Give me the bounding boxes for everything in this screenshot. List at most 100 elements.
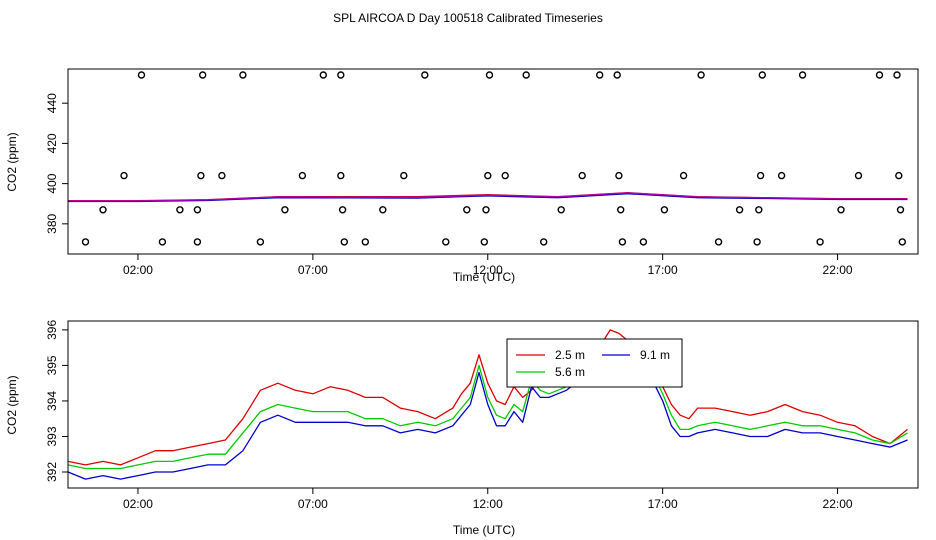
data-point: [895, 171, 903, 180]
data-point: [421, 71, 429, 79]
x-tick-label: 02:00: [123, 497, 153, 511]
data-point: [337, 71, 345, 79]
bottom-x-axis-label: Time (UTC): [453, 523, 515, 537]
data-point: [557, 206, 565, 214]
y-tick-label: 420: [45, 133, 59, 153]
data-point: [463, 206, 471, 214]
data-point: [379, 206, 387, 214]
x-tick-label: 02:00: [123, 263, 153, 277]
data-point: [893, 71, 901, 79]
data-point: [756, 171, 765, 180]
data-point: [501, 171, 509, 180]
data-point: [239, 71, 247, 79]
data-point: [298, 171, 307, 180]
legend-label-5-6m: 5.6 m: [555, 365, 585, 379]
bottom-panel-frame: [67, 320, 919, 489]
y-tick-label: 396: [45, 320, 59, 340]
data-point: [522, 71, 530, 79]
data-point: [218, 171, 226, 180]
data-point: [193, 206, 202, 214]
y-tick-label: 393: [45, 426, 59, 446]
y-tick-label: 395: [45, 355, 59, 375]
series-line-mixed: [68, 192, 908, 202]
data-point: [361, 238, 369, 246]
data-point: [158, 238, 167, 246]
data-point: [540, 238, 548, 246]
legend-label-9-1m: 9.1 m: [640, 348, 670, 362]
data-point: [176, 206, 184, 214]
data-point: [484, 171, 492, 180]
data-point: [777, 171, 786, 180]
x-tick-label: 12:00: [473, 263, 503, 277]
data-point: [639, 238, 648, 246]
x-tick-label: 07:00: [298, 263, 328, 277]
data-point: [482, 206, 490, 214]
data-point: [615, 171, 623, 180]
data-point: [337, 171, 345, 180]
data-point: [338, 206, 347, 214]
data-point: [596, 71, 604, 79]
data-point: [281, 206, 289, 214]
data-point: [753, 238, 761, 246]
chart-title: SPL AIRCOA D Day 100518 Calibrated Times…: [333, 11, 603, 25]
legend-box: [506, 338, 683, 388]
data-point: [714, 238, 723, 246]
data-point: [198, 71, 207, 79]
x-tick-label: 17:00: [648, 497, 678, 511]
data-point: [898, 238, 906, 246]
data-point: [837, 206, 845, 214]
y-tick-label: 380: [45, 214, 59, 234]
data-point: [660, 206, 669, 214]
data-point: [578, 171, 586, 180]
data-point: [816, 238, 824, 246]
bottom-panel: 02:00 07:00 12:00 17:00 22:00 39239339439539…: [5, 320, 919, 537]
top-x-axis-label: Time (UTC): [453, 270, 515, 284]
data-point: [697, 71, 705, 79]
top-y-axis-label: CO2 (ppm): [5, 132, 19, 191]
data-point: [679, 171, 688, 180]
data-point: [99, 206, 107, 214]
y-tick-label: 392: [45, 462, 59, 482]
bottom-panel-plot-area: [67, 329, 908, 480]
data-point: [618, 238, 627, 246]
data-point: [617, 206, 625, 214]
x-tick-label: 22:00: [823, 263, 853, 277]
top-panel-plot-area: [68, 71, 908, 246]
x-tick-label: 12:00: [473, 497, 503, 511]
data-point: [256, 238, 265, 246]
x-tick-label: 07:00: [298, 497, 328, 511]
y-tick-label: 440: [45, 93, 59, 113]
data-point: [798, 71, 807, 79]
data-point: [613, 71, 621, 79]
series-line-9-1-m: [67, 350, 908, 480]
top-panel-frame: [67, 68, 919, 255]
data-point: [197, 171, 205, 180]
data-point: [120, 171, 128, 180]
legend-label-2-5m: 2.5 m: [555, 348, 585, 362]
data-point: [854, 171, 863, 180]
data-point: [735, 206, 744, 214]
bottom-y-axis: 392 393 394 395 396: [45, 320, 68, 482]
top-panel: 02:00 07:00 12:00 17:00 22:00 380 400 420 440 T…: [5, 68, 919, 284]
data-point: [193, 238, 202, 246]
data-point: [81, 238, 90, 246]
x-tick-label: 22:00: [823, 497, 853, 511]
series-line-2-5-m: [67, 329, 908, 466]
data-point: [137, 71, 146, 79]
data-point: [480, 238, 488, 246]
top-y-axis: 380 400 420 440: [45, 93, 68, 234]
data-point: [755, 206, 763, 214]
legend: 2.5 m 5.6 m 9.1 m: [506, 338, 683, 388]
top-x-axis: 02:00 07:00 12:00 17:00 22:00: [123, 254, 853, 277]
data-point: [485, 71, 494, 79]
bottom-y-axis-label: CO2 (ppm): [5, 375, 19, 434]
data-point: [442, 238, 450, 246]
data-point: [875, 71, 884, 79]
data-point: [758, 71, 766, 79]
data-point: [400, 171, 408, 180]
data-point: [896, 206, 905, 214]
data-point: [340, 238, 348, 246]
data-point: [319, 71, 327, 79]
x-tick-label: 17:00: [648, 263, 678, 277]
